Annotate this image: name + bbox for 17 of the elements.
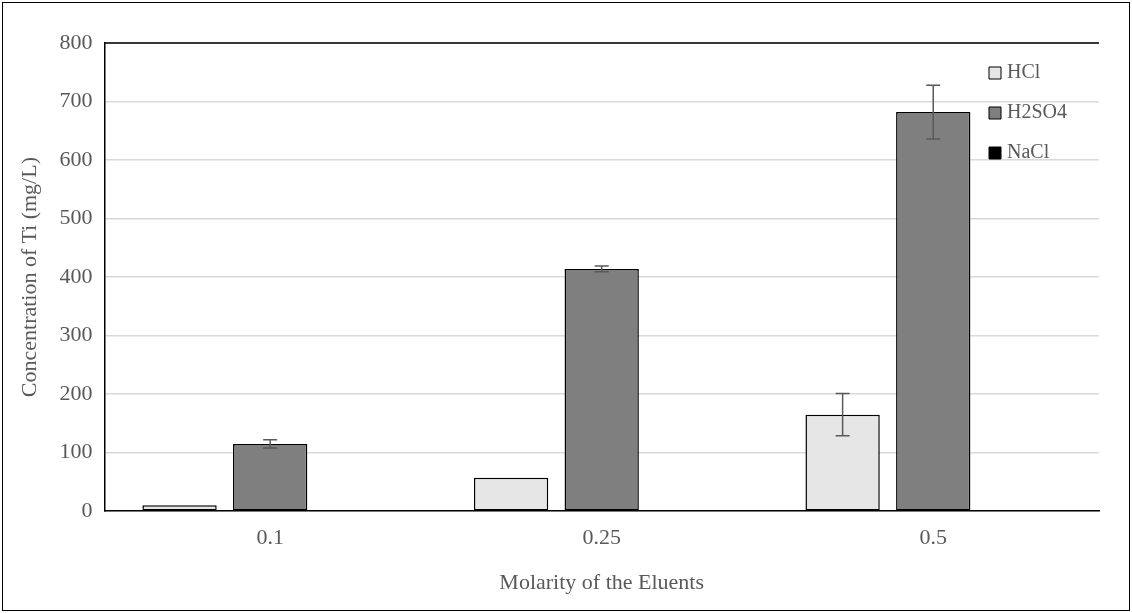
legend-label: HCl	[1007, 60, 1041, 83]
y-tick-label: 500	[59, 204, 93, 230]
y-tick-label: 600	[59, 145, 93, 171]
y-tick-label: 200	[59, 379, 93, 405]
x-tick-label: 0.25	[582, 524, 621, 550]
legend-label: NaCl	[1007, 140, 1050, 163]
y-tick-label: 300	[59, 321, 93, 347]
y-tick-label: 100	[59, 438, 93, 464]
y-tick-label: 400	[59, 262, 93, 288]
x-axis-title: Molarity of the Eluents	[499, 568, 705, 594]
y-tick-label: 700	[59, 87, 93, 113]
y-tick-label: 800	[59, 28, 93, 54]
x-tick-label: 0.5	[919, 524, 947, 550]
legend-label: H2SO4	[1007, 100, 1068, 123]
y-axis-title: Concentration of Ti (mg/L)	[15, 157, 41, 398]
x-tick-label: 0.1	[256, 524, 284, 550]
y-tick-label: 0	[81, 496, 93, 522]
